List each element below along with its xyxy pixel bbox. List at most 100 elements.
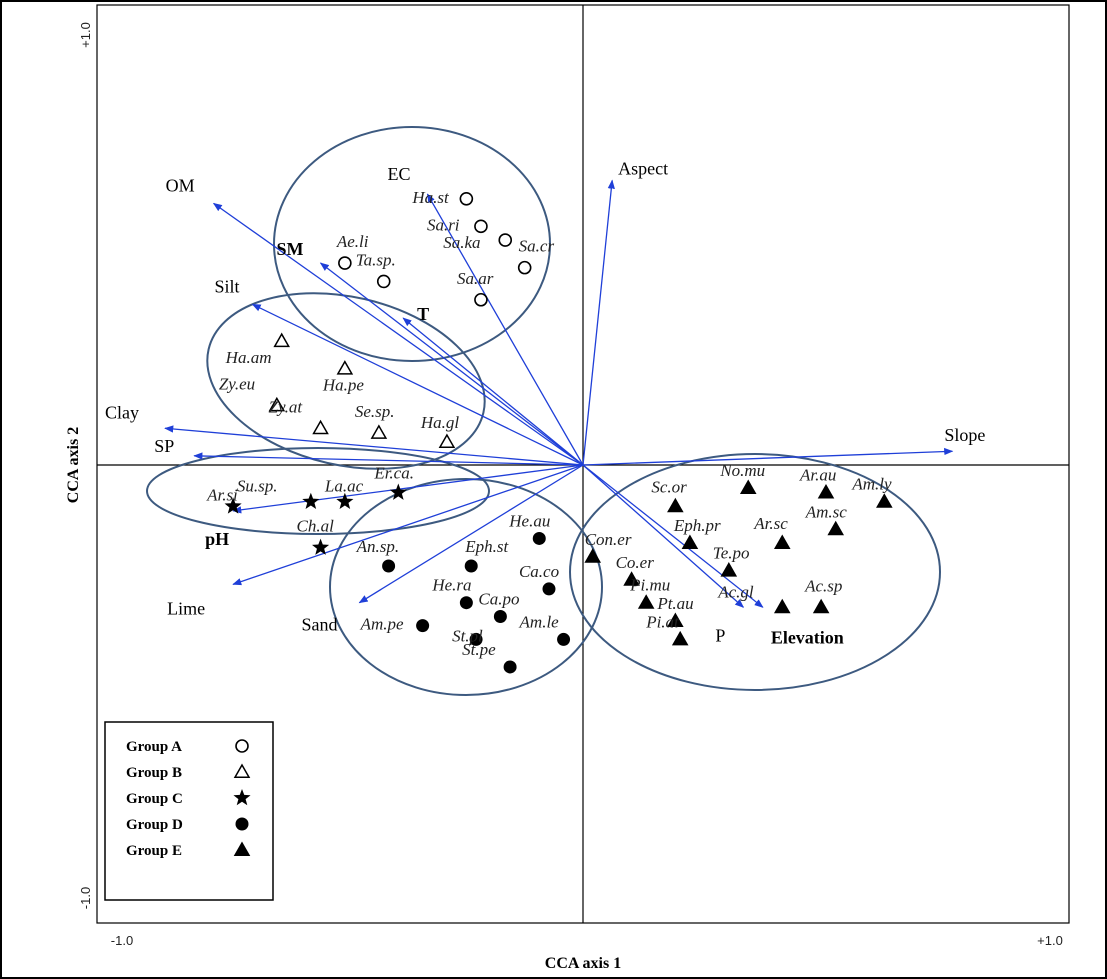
species-label-eph-st: Eph.st [464, 537, 509, 556]
species-label-no-mu: No.mu [719, 461, 765, 480]
species-label-con-er: Con.er [585, 530, 632, 549]
species-ar-sc: Ar.sc [753, 514, 791, 550]
species-er-ca: Er.ca. [373, 464, 414, 500]
legend-entry-group-a: Group A [126, 739, 249, 755]
species-marker-eph-st [464, 559, 478, 573]
species-marker-ta-sp [376, 274, 391, 289]
species-label-ta-sp: Ta.sp. [356, 250, 396, 269]
species-he-au: He.au [508, 511, 550, 545]
species-label-su-sp: Su.sp. [237, 477, 278, 496]
vector-label-ph: pH [205, 529, 229, 549]
y-axis-title: CCA axis 2 [65, 427, 82, 503]
species-marker-st-pe [503, 660, 517, 674]
species-label-he-au: He.au [508, 511, 550, 530]
ellipse-group-a [273, 126, 551, 362]
species-label-ha-gl: Ha.gl [420, 413, 460, 432]
legend-marker-group-e [233, 841, 251, 856]
species-marker-er-ca [389, 483, 407, 500]
species-marker-ha-st [459, 191, 474, 206]
species-label-ar-si: Ar.si [206, 485, 238, 504]
species-marker-sa-ka [498, 233, 513, 247]
species-label-st-pe: St.pe [462, 640, 496, 659]
species-zy-at: Zy.at [269, 397, 329, 435]
species-sa-ri: Sa.ri [427, 215, 488, 234]
species-label-pi-at: Pi.at [645, 612, 680, 631]
vector-label-om: OM [166, 175, 195, 195]
species-marker-am-pe [416, 619, 430, 633]
species-label-sa-ka: Sa.ka [443, 233, 480, 252]
ellipse-group-b [206, 292, 486, 470]
species-ta-sp: Ta.sp. [356, 250, 396, 289]
ellipse-group-e [569, 453, 941, 691]
legend-label: Group D [126, 817, 183, 833]
species-marker-zy-eu [268, 396, 286, 412]
species-marker-am-sc [827, 520, 845, 536]
vector-sp [193, 452, 584, 466]
species-marker-no-mu [739, 479, 757, 494]
species-sa-ka: Sa.ka [443, 233, 513, 252]
species-marker-pi-at [671, 630, 689, 646]
vector-om [212, 202, 584, 466]
species-marker-ca-co [542, 582, 556, 596]
species-marker-ca-po [493, 609, 507, 623]
species-eph-pr: Eph.pr [673, 516, 721, 550]
species-marker-st-pl [469, 632, 483, 646]
species-am-le: Am.le [519, 612, 571, 646]
species-ha-pe: Ha.pe [322, 360, 364, 395]
vector-sand [358, 464, 584, 604]
vector-label-elevation: Elevation [771, 627, 844, 647]
species-con-er: Con.er [584, 530, 632, 563]
species-label-sc-or: Sc.or [651, 477, 687, 496]
species-zy-eu: Zy.eu [219, 374, 286, 412]
vector-label-slope: Slope [944, 425, 985, 445]
species-label-er-ca: Er.ca. [373, 464, 414, 483]
species-label-ha-st: Ha.st [411, 188, 450, 207]
species-marker-zy-at [312, 419, 329, 435]
species-marker-su-sp [302, 492, 320, 509]
species-ha-am: Ha.am [225, 332, 290, 367]
species-label-ac-gl: Ac.gl [717, 582, 754, 601]
species-marker-ar-sc [773, 534, 791, 550]
species-marker-an-sp [382, 559, 396, 573]
species-label-ar-sc: Ar.sc [753, 514, 788, 533]
species-label-pi-mu: Pi.mu [629, 576, 670, 595]
legend-entry-group-d: Group D [126, 817, 249, 833]
species-marker-he-au [532, 531, 546, 545]
species-marker-sa-ri [474, 219, 488, 234]
legend-marker-group-d [235, 817, 249, 831]
species-no-mu: No.mu [719, 461, 765, 494]
vector-slope [582, 447, 954, 466]
species-la-ac: La.ac [324, 477, 364, 509]
species-marker-am-le [557, 632, 571, 646]
species-label-pt-au: Pt.au [656, 594, 693, 613]
vector-ph [232, 464, 584, 514]
species-sa-cr: Sa.cr [517, 237, 554, 275]
species-marker-co-er [623, 571, 640, 586]
species-ae-li: Ae.li [336, 232, 369, 270]
species-marker-ch-al [312, 538, 330, 555]
environment-vectors: EC OM SM Silt T Clay SP pH Lime Sand Aspect Slope P E… [105, 158, 985, 647]
species-marker-eph-pr [681, 534, 699, 550]
vector-label-aspect: Aspect [618, 158, 668, 178]
species-label-am-ly: Am.ly [851, 475, 892, 494]
vector-label-p: P [715, 625, 725, 645]
species-label-ha-am: Ha.am [225, 348, 272, 367]
legend-label: Group C [126, 791, 183, 807]
vector-aspect [582, 179, 615, 466]
species-label-ca-po: Ca.po [478, 589, 519, 608]
species-te-po: Te.po [713, 544, 750, 577]
legend: Group A Group B Group C Group D Group E [104, 721, 274, 901]
species-label-ar-au: Ar.au [799, 466, 836, 485]
species-se-sp: Se.sp. [355, 402, 395, 439]
y-tick-max: +1.0 [78, 22, 93, 48]
species-marker-la-ac [336, 492, 354, 509]
species-marker-pi-mu [637, 594, 655, 609]
species-label-ac-sp: Ac.sp [804, 576, 842, 595]
species-marker-con-er [584, 548, 602, 563]
legend-entry-group-c: Group C [126, 789, 251, 807]
species-marker-ar-au [817, 484, 835, 499]
species-ha-gl: Ha.gl [420, 413, 460, 449]
